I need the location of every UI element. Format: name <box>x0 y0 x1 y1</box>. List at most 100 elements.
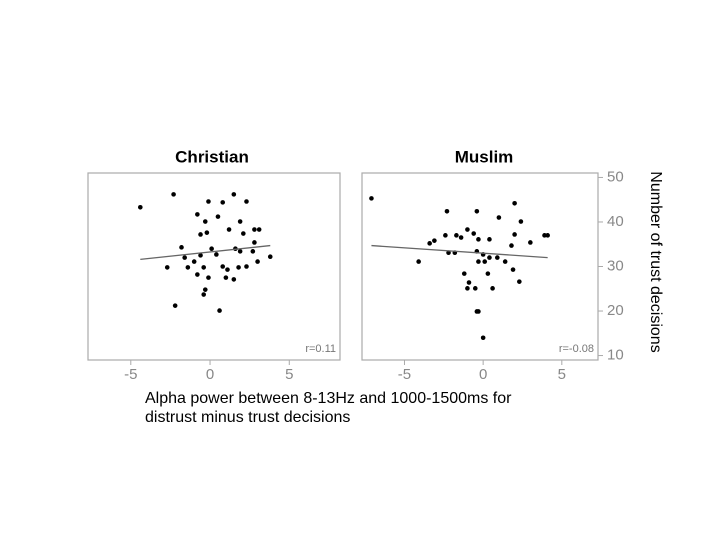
point <box>220 200 226 205</box>
point <box>496 215 502 220</box>
point <box>252 227 257 232</box>
annotation: r=0.11 <box>305 343 336 355</box>
point <box>202 219 208 224</box>
point <box>206 199 211 204</box>
chart-title: Christian <box>175 147 249 166</box>
point <box>241 231 246 236</box>
point <box>220 264 226 269</box>
point <box>204 230 210 235</box>
point <box>171 192 176 197</box>
point <box>172 303 178 308</box>
point <box>482 259 488 264</box>
point <box>209 246 214 251</box>
point <box>427 241 432 246</box>
point <box>138 204 143 210</box>
point <box>474 309 480 314</box>
point <box>443 233 448 238</box>
fit-line <box>371 244 548 259</box>
x-axis-label: Alpha power between 8-13Hz and 1000-1500… <box>145 390 512 407</box>
point <box>458 235 464 240</box>
point <box>202 287 208 292</box>
x-tick-label: 0 <box>206 366 214 383</box>
point <box>490 286 495 291</box>
point <box>528 240 533 245</box>
point <box>461 271 467 276</box>
x-axis-label: distrust minus trust decisions <box>145 409 350 426</box>
point <box>444 208 450 214</box>
point <box>485 271 491 276</box>
point <box>237 249 243 254</box>
x-tick-label: 5 <box>558 366 566 383</box>
x-tick-label: 5 <box>285 366 293 383</box>
point <box>195 272 200 277</box>
point <box>432 238 437 243</box>
point <box>236 265 241 270</box>
point <box>509 243 514 248</box>
point <box>502 259 508 264</box>
point <box>164 265 170 270</box>
chart-title: Muslim <box>455 147 514 166</box>
point <box>237 219 243 224</box>
fit-line <box>140 244 271 261</box>
point <box>223 275 229 280</box>
point <box>252 240 257 245</box>
point <box>214 252 219 257</box>
point <box>512 232 517 237</box>
point <box>487 237 492 242</box>
point <box>510 267 516 272</box>
point <box>466 280 472 285</box>
point <box>545 233 550 238</box>
point <box>231 277 237 282</box>
point <box>255 259 260 264</box>
point <box>198 232 203 237</box>
point <box>476 259 481 264</box>
y-tick-label: 50 <box>607 168 624 185</box>
point <box>231 192 237 197</box>
point <box>217 308 222 313</box>
point <box>416 259 421 264</box>
point <box>487 255 492 260</box>
annotation: r=-0.08 <box>559 343 594 355</box>
point <box>215 214 221 219</box>
point <box>454 233 459 238</box>
point <box>256 227 262 232</box>
x-tick-label: 0 <box>479 366 487 383</box>
point <box>465 286 470 291</box>
point <box>198 253 203 258</box>
point <box>476 237 481 242</box>
y-tick-label: 30 <box>607 257 624 274</box>
point <box>195 212 200 217</box>
point <box>267 254 273 260</box>
point <box>179 245 184 250</box>
point <box>201 265 206 270</box>
point <box>206 275 211 280</box>
x-tick-label: -5 <box>124 366 137 383</box>
plot-frame <box>361 172 599 361</box>
point <box>369 196 374 201</box>
y-tick-label: 10 <box>607 347 624 364</box>
point <box>465 227 470 232</box>
point <box>517 279 522 284</box>
y-tick-label: 20 <box>607 302 624 319</box>
point <box>225 267 230 272</box>
x-tick-label: -5 <box>398 366 411 383</box>
point <box>518 219 524 224</box>
point <box>471 231 477 236</box>
point <box>244 264 249 269</box>
point <box>474 208 480 214</box>
point <box>244 199 249 204</box>
point <box>542 233 547 238</box>
point <box>495 255 500 260</box>
point <box>512 200 517 206</box>
point <box>480 335 486 341</box>
point <box>250 249 256 254</box>
point <box>191 259 197 264</box>
point <box>472 286 478 291</box>
y-axis-label: Number of trust decisions <box>647 171 664 352</box>
point <box>185 265 191 270</box>
point <box>226 227 232 232</box>
point <box>182 255 187 260</box>
plot-frame <box>87 172 341 361</box>
